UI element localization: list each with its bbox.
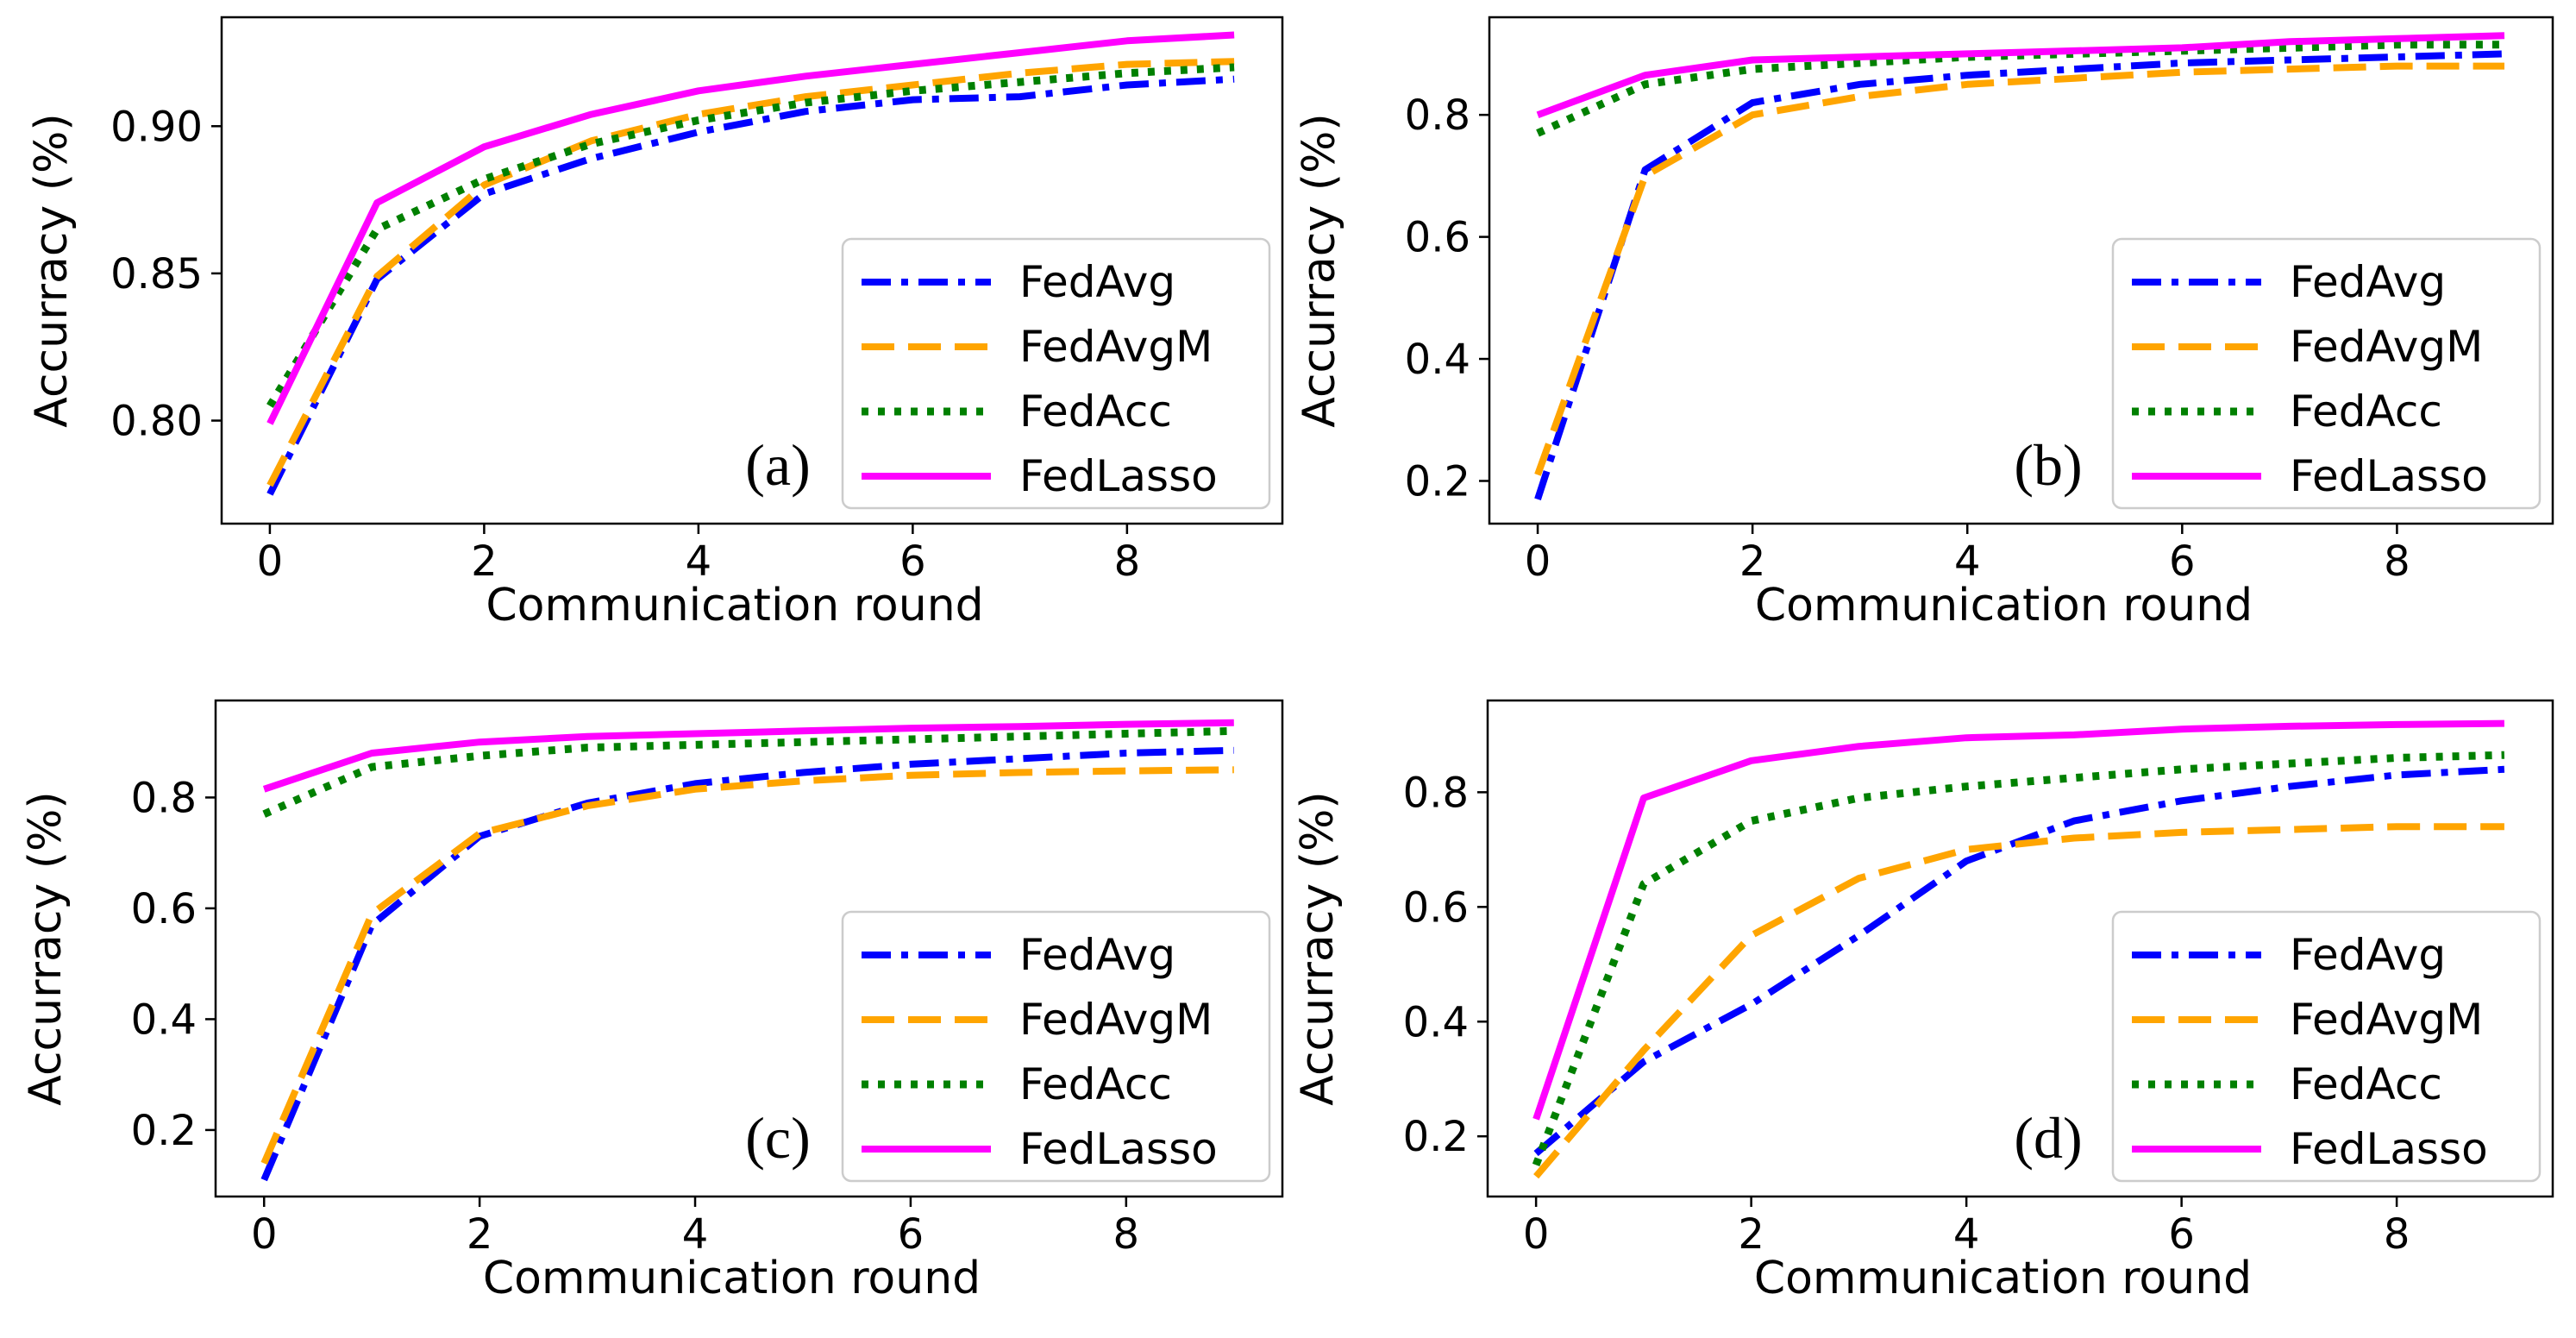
y-tick-label: 0.4 xyxy=(1405,336,1470,384)
legend-box xyxy=(2111,237,2542,510)
x-tick-label: 8 xyxy=(1114,537,1141,586)
series-line-fedavgm xyxy=(1534,62,2504,476)
series-line-fedavgm xyxy=(1533,823,2504,1179)
legend-label-fedlasso: FedLasso xyxy=(1019,1124,1218,1174)
chart-panel-4: 0 2 4 6 8 0.2 0.4 0.6 0.8 Communication round Accu… xyxy=(1292,699,2554,1304)
plot-frame xyxy=(1488,16,2554,525)
x-tick-label: 0 xyxy=(1525,537,1551,586)
y-tick-label: 0.2 xyxy=(131,1107,197,1155)
series-line-fedavg xyxy=(1534,50,2505,500)
legend-label-fedacc: FedAcc xyxy=(2290,386,2442,437)
panel-label: (b) xyxy=(2014,432,2082,498)
x-tick-label: 6 xyxy=(2168,1210,2195,1259)
x-tick-label: 0 xyxy=(1523,1210,1550,1259)
legend-label-fedavg: FedAvg xyxy=(1019,930,1175,980)
x-axis-label: Communication round xyxy=(486,580,983,631)
plot-frame xyxy=(214,699,1284,1198)
y-tick-label: 0.4 xyxy=(131,996,197,1044)
legend-label-fedavg: FedAvg xyxy=(2290,930,2446,980)
y-tick-label: 0.2 xyxy=(1403,1113,1469,1161)
chart-panel-2: 0 2 4 6 8 0.2 0.4 0.6 0.8 Communication round Accu… xyxy=(1294,16,2554,631)
x-tick-label: 4 xyxy=(1953,1210,1980,1259)
y-tick-label: 0.85 xyxy=(110,250,203,298)
series-line-fedlasso xyxy=(262,719,1234,793)
series-line-fedavgm xyxy=(260,766,1234,1165)
y-tick-label: 0.2 xyxy=(1405,457,1470,506)
y-tick-label: 0.4 xyxy=(1403,998,1469,1046)
legend-label-fedavg: FedAvg xyxy=(1019,257,1175,307)
legend-box xyxy=(841,910,1271,1183)
legend-label-fedavgm: FedAvgM xyxy=(1019,995,1213,1045)
x-axis-label: Communication round xyxy=(1754,1253,2252,1304)
series-line-fedavgm xyxy=(266,58,1235,487)
plot-frame xyxy=(1486,699,2554,1198)
x-tick-label: 4 xyxy=(1954,537,1981,586)
x-tick-label: 4 xyxy=(682,1210,709,1259)
panel-label: (c) xyxy=(745,1105,810,1171)
y-tick-label: 0.6 xyxy=(1403,883,1469,932)
legend-label-fedlasso: FedLasso xyxy=(1019,451,1218,501)
x-tick-label: 6 xyxy=(899,537,926,586)
y-tick-label: 0.90 xyxy=(110,103,203,151)
series-line-fedlasso xyxy=(1532,719,2504,1121)
x-tick-label: 2 xyxy=(1739,537,1766,586)
legend-label-fedavgm: FedAvgM xyxy=(2290,322,2483,372)
plot-frame xyxy=(220,16,1284,525)
y-tick-label: 0.80 xyxy=(110,398,203,446)
x-tick-label: 2 xyxy=(1738,1210,1764,1259)
y-axis-label: Accurracy (%) xyxy=(20,791,72,1105)
series-line-fedavg xyxy=(260,746,1234,1182)
y-tick-label: 0.8 xyxy=(1405,91,1470,140)
x-tick-label: 8 xyxy=(1113,1210,1140,1259)
x-tick-label: 0 xyxy=(251,1210,278,1259)
legend-label-fedacc: FedAcc xyxy=(2290,1059,2442,1109)
chart-panel-1: 0 2 4 6 8 0.80 0.85 0.90 Communication round Accu… xyxy=(26,16,1284,631)
panel-label: (a) xyxy=(745,432,810,498)
x-tick-label: 2 xyxy=(471,537,498,586)
x-tick-label: 4 xyxy=(686,537,712,586)
series-line-fedavg xyxy=(266,75,1235,496)
legend-label-fedacc: FedAcc xyxy=(1019,1059,1172,1109)
x-tick-label: 2 xyxy=(467,1210,493,1259)
x-tick-label: 0 xyxy=(257,537,284,586)
legend-label-fedavg: FedAvg xyxy=(2290,257,2446,307)
legend-box xyxy=(2111,910,2542,1183)
series-line-fedacc xyxy=(262,726,1234,818)
legend-label-fedlasso: FedLasso xyxy=(2290,451,2488,501)
y-tick-label: 0.6 xyxy=(131,885,197,933)
x-tick-label: 8 xyxy=(2384,537,2410,586)
x-axis-label: Communication round xyxy=(483,1253,981,1304)
y-axis-label: Accurracy (%) xyxy=(1292,791,1344,1105)
panel-label: (d) xyxy=(2014,1105,2082,1171)
y-tick-label: 0.8 xyxy=(131,774,197,822)
legend-label-fedavgm: FedAvgM xyxy=(2290,995,2483,1045)
y-axis-label: Accurracy (%) xyxy=(1294,113,1345,427)
chart-panel-3: 0 2 4 6 8 0.2 0.4 0.6 0.8 Communication round Accu… xyxy=(20,699,1284,1304)
series-line-fedacc xyxy=(266,63,1235,408)
legend-label-fedavgm: FedAvgM xyxy=(1019,322,1213,372)
x-tick-label: 6 xyxy=(2169,537,2196,586)
x-tick-label: 6 xyxy=(898,1210,924,1259)
y-tick-label: 0.6 xyxy=(1405,214,1470,262)
x-tick-label: 8 xyxy=(2384,1210,2410,1259)
legend-label-fedlasso: FedLasso xyxy=(2290,1124,2488,1174)
x-axis-label: Communication round xyxy=(1755,580,2253,631)
series-line-fedlasso xyxy=(266,31,1235,425)
series-line-fedlasso xyxy=(1536,32,2505,118)
y-axis-label: Accurracy (%) xyxy=(26,113,78,427)
legend-label-fedacc: FedAcc xyxy=(1019,386,1172,437)
legend-box xyxy=(841,237,1271,510)
series-line-fedacc xyxy=(1532,751,2505,1167)
y-tick-label: 0.8 xyxy=(1403,769,1469,817)
